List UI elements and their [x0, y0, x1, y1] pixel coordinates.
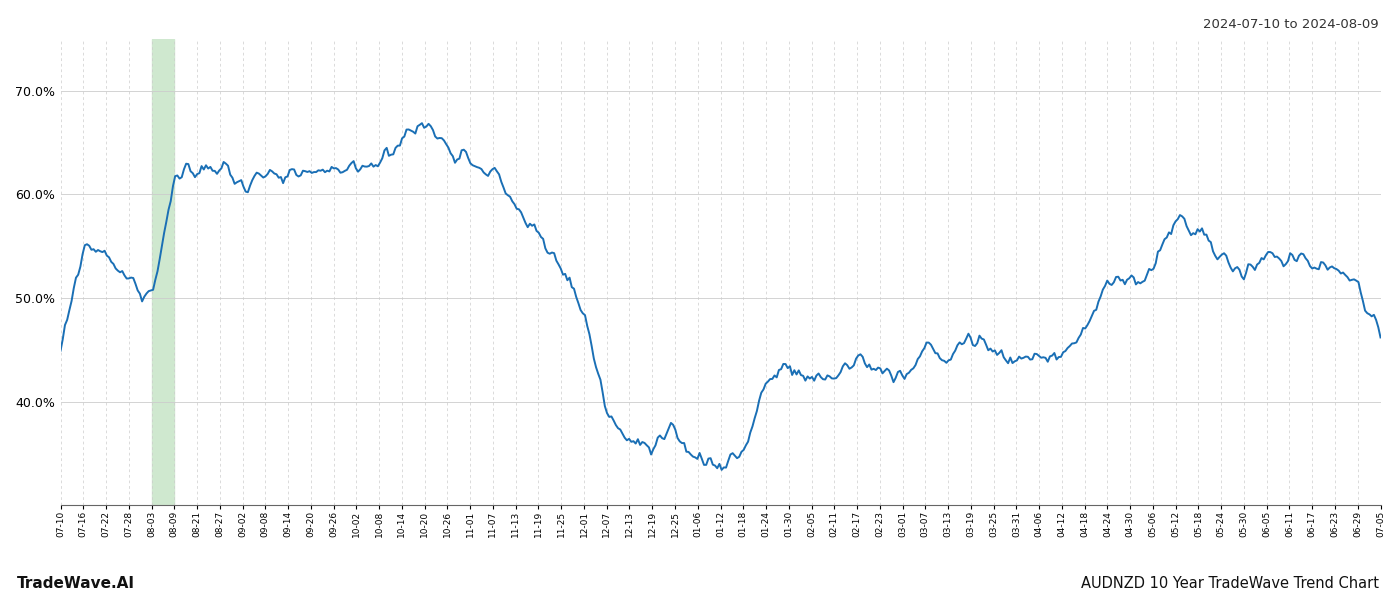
- Text: 2024-07-10 to 2024-08-09: 2024-07-10 to 2024-08-09: [1204, 18, 1379, 31]
- Text: AUDNZD 10 Year TradeWave Trend Chart: AUDNZD 10 Year TradeWave Trend Chart: [1081, 576, 1379, 591]
- Bar: [151, 39, 175, 505]
- Text: TradeWave.AI: TradeWave.AI: [17, 576, 134, 591]
